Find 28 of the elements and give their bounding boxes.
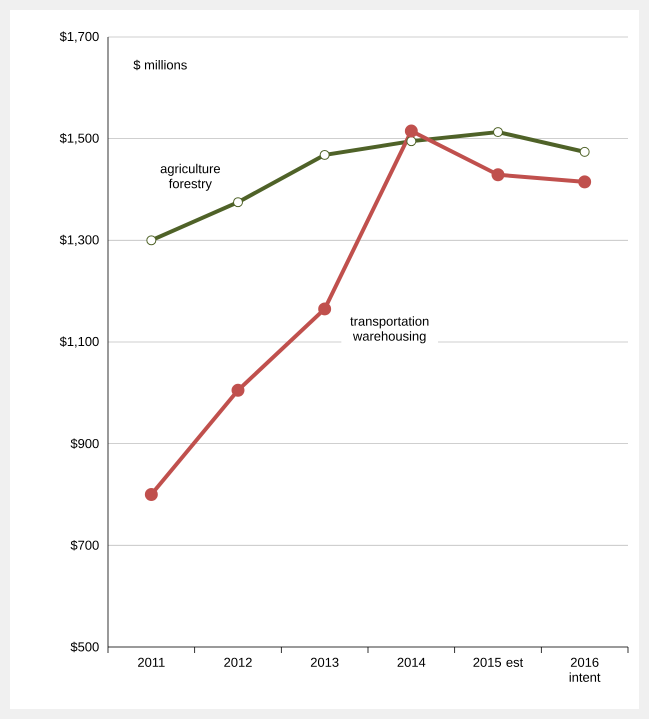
point <box>580 146 590 157</box>
x-tick-label: 2014 <box>398 658 426 667</box>
annotation: $ millions <box>133 60 187 70</box>
y-tick-label: $700 <box>70 540 99 551</box>
y-tick-label: $1,700 <box>60 31 99 43</box>
point <box>146 235 156 246</box>
point <box>492 168 504 182</box>
y-tick-label: $1,300 <box>60 234 99 246</box>
y-tick-label: $900 <box>70 438 99 449</box>
series-label: transportation warehousing <box>350 316 428 344</box>
x-tick-label: 2016 intent <box>570 658 600 682</box>
x-tick-label: 2011 <box>138 658 165 667</box>
point <box>233 197 243 208</box>
x-tick-label: 2012 <box>224 658 252 667</box>
y-tick-label: $1,500 <box>60 133 99 144</box>
point <box>318 302 332 316</box>
point <box>320 150 330 160</box>
x-tick-label: 2013 <box>310 658 338 667</box>
point <box>578 175 592 188</box>
y-tick-label: $500 <box>70 642 99 652</box>
point <box>144 488 158 501</box>
point <box>406 136 416 146</box>
point <box>493 127 503 138</box>
point <box>404 124 418 138</box>
y-tick-label: $1,100 <box>60 336 99 348</box>
x-tick-label: 2015 est <box>473 658 524 667</box>
point <box>232 384 244 397</box>
series-label: agriculture forestry <box>160 164 220 191</box>
